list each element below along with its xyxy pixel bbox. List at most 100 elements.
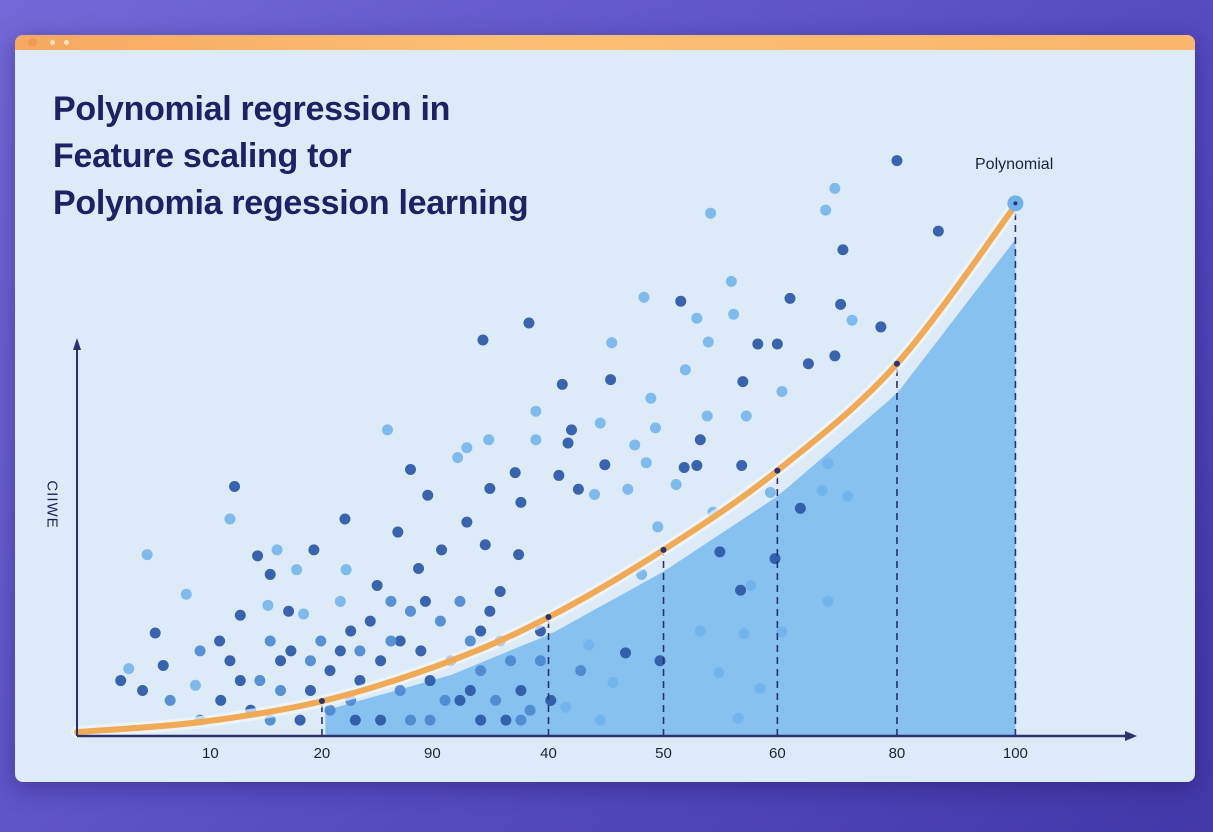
scatter-point [728, 308, 740, 320]
scatter-point [371, 580, 383, 592]
scatter-point [530, 405, 542, 417]
scatter-point [594, 417, 606, 429]
scatter-point [149, 627, 161, 639]
window-maximize-icon[interactable] [64, 40, 69, 45]
scatter-point [737, 376, 749, 388]
scatter-point [424, 714, 436, 726]
scatter-point [545, 694, 557, 706]
scatter-point [349, 714, 361, 726]
scatter-point [394, 635, 406, 647]
scatter-point [714, 546, 726, 558]
scatter-point [262, 599, 274, 611]
scatter-point [732, 712, 744, 724]
scatter-point [484, 605, 496, 617]
scatter-point [509, 467, 521, 479]
scatter-point [415, 645, 427, 657]
scatter-point [622, 483, 634, 495]
scatter-point [123, 663, 135, 675]
scatter-point [475, 665, 487, 677]
curve-marker [893, 360, 900, 367]
scatter-point [740, 410, 752, 422]
scatter-point [820, 204, 832, 216]
scatter-point [375, 655, 387, 667]
title-line-1: Polynomial regression in [53, 90, 451, 128]
scatter-point [422, 489, 434, 501]
scatter-point [769, 553, 781, 565]
y-axis-arrow-icon [73, 338, 81, 350]
scatter-point [705, 207, 717, 219]
scatter-point [324, 665, 336, 677]
scatter-point [294, 714, 306, 726]
window-minimize-icon[interactable] [50, 40, 55, 45]
scatter-point [572, 483, 584, 495]
scatter-point [392, 526, 404, 538]
scatter-point [523, 317, 535, 329]
scatter-point [454, 595, 466, 607]
scatter-point [354, 675, 366, 687]
scatter-point [464, 684, 476, 696]
scatter-point [180, 588, 192, 600]
scatter-point [413, 562, 425, 574]
x-tick-label: 80 [889, 745, 906, 762]
scatter-point [515, 496, 527, 508]
scatter-point [394, 684, 406, 696]
scatter-point [875, 321, 887, 333]
x-axis-arrow-icon [1125, 731, 1137, 741]
scatter-point [215, 694, 227, 706]
curve-end-marker-center [1013, 201, 1018, 206]
scatter-point [382, 424, 393, 436]
scatter-point [822, 595, 834, 607]
scatter-point [606, 337, 618, 349]
scatter-point [816, 484, 828, 496]
scatter-point [675, 295, 687, 307]
window-titlebar [15, 35, 1195, 50]
scatter-point [524, 704, 536, 716]
scatter-point [461, 442, 473, 454]
scatter-point [490, 694, 502, 706]
scatter-point [354, 645, 366, 657]
y-axis-label: CIIWE [43, 480, 61, 529]
x-tick-label: 60 [769, 745, 786, 762]
scatter-point [802, 358, 814, 370]
scatter-point [649, 422, 661, 434]
scatter-point [754, 682, 766, 694]
scatter-point [605, 374, 617, 386]
scatter-point [829, 182, 841, 194]
scatter-point [157, 660, 169, 672]
scatter-point [776, 385, 788, 397]
scatter-point [784, 292, 796, 304]
scatter-point [345, 625, 357, 637]
scatter-point [364, 615, 376, 627]
scatter-point [515, 684, 527, 696]
scatter-point [405, 605, 416, 617]
scatter-point [483, 434, 495, 446]
curve-label: Polynomial [975, 156, 1054, 173]
scatter-point [583, 639, 595, 651]
x-tick-label: 90 [424, 745, 441, 762]
scatter-point [752, 338, 764, 350]
scatter-point [670, 479, 682, 491]
scatter-point [224, 513, 236, 525]
scatter-point [304, 684, 316, 696]
scatter-point [846, 314, 858, 326]
chart-title: Polynomial regression in Feature scaling… [53, 86, 529, 227]
curve-marker [774, 467, 781, 474]
scatter-point [164, 694, 176, 706]
scatter-point [822, 458, 834, 470]
scatter-point [835, 298, 847, 310]
scatter-point [713, 667, 725, 679]
scatter-point [745, 580, 757, 592]
scatter-point [652, 521, 664, 533]
scatter-point [837, 244, 849, 256]
scatter-point [736, 460, 748, 472]
scatter-point [452, 452, 464, 464]
scatter-point [594, 714, 606, 726]
scatter-point [694, 625, 706, 637]
scatter-point [562, 437, 574, 449]
scatter-point [513, 549, 525, 561]
scatter-point [640, 457, 652, 469]
scatter-point [189, 679, 201, 691]
scatter-point [375, 714, 387, 726]
scatter-point [324, 704, 336, 716]
window-close-icon[interactable] [28, 38, 37, 47]
